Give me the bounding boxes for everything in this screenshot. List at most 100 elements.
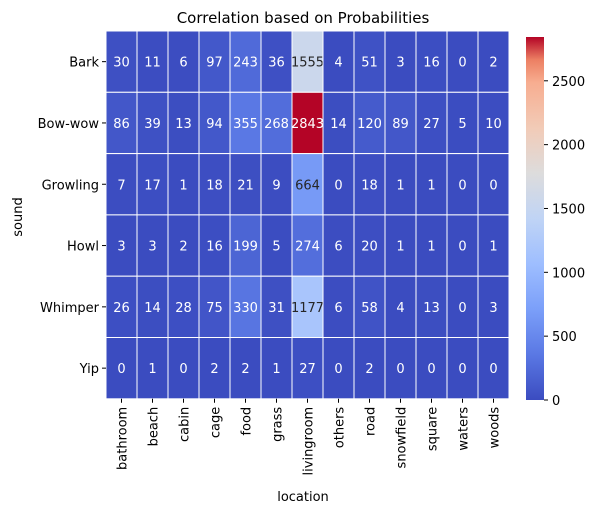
heatmap-cell: [229, 153, 262, 216]
cell-value-label: 4: [334, 56, 342, 71]
cell-value-label: 274: [295, 240, 320, 255]
heatmap-cell: [384, 337, 417, 400]
colorbar-tick-label: 1500: [552, 202, 585, 217]
cell-value-label: 1: [427, 240, 435, 255]
y-tick-label: Bow-wow: [38, 117, 100, 132]
cell-value-label: 7: [117, 178, 125, 193]
cell-value-label: 28: [175, 301, 192, 316]
x-tick-label: cabin: [178, 407, 193, 442]
heatmap-cell: [229, 337, 262, 400]
cell-value-label: 18: [361, 178, 378, 193]
cell-value-label: 97: [206, 56, 223, 71]
cell-value-label: 0: [458, 240, 466, 255]
heatmap-cell: [322, 30, 355, 93]
heatmap-cell: [198, 275, 231, 339]
heatmap-cell: [322, 214, 355, 277]
heatmap-cell: [353, 337, 386, 400]
heatmap-cell: [291, 337, 324, 400]
cell-value-label: 330: [233, 301, 258, 316]
cell-value-label: 0: [334, 178, 342, 193]
cell-value-label: 18: [206, 178, 223, 193]
heatmap-cell: [477, 214, 510, 277]
heatmap-cell: [229, 91, 262, 155]
cell-value-label: 11: [144, 56, 161, 71]
heatmap-cell: [415, 153, 448, 216]
colorbar-tick-label: 2000: [552, 139, 585, 154]
heatmap-cell: [136, 275, 169, 339]
heatmap-cell: [105, 337, 138, 400]
heatmap-cell: [291, 91, 324, 155]
cell-value-label: 30: [113, 56, 130, 71]
cell-value-label: 2: [179, 240, 187, 255]
y-tick-label: Bark: [69, 56, 99, 71]
x-tick-label: snowfield: [395, 407, 410, 469]
cell-value-label: 2: [210, 362, 218, 377]
cell-value-label: 51: [361, 56, 378, 71]
y-tick-label: Growling: [42, 178, 99, 193]
cell-value-label: 27: [423, 117, 440, 132]
heatmap-cell: [353, 91, 386, 155]
heatmap-cell: [353, 275, 386, 339]
cell-value-label: 6: [334, 240, 342, 255]
cell-value-label: 2: [365, 362, 373, 377]
cell-value-label: 14: [144, 301, 161, 316]
y-tick-labels: Bark Bow-wow Growling Howl Whimper Yip: [38, 56, 106, 377]
heatmap-cell: [198, 91, 231, 155]
heatmap-cell: [384, 214, 417, 277]
cell-value-label: 3: [489, 301, 497, 316]
cell-value-label: 0: [427, 362, 435, 377]
cell-value-label: 0: [458, 178, 466, 193]
cell-value-label: 1: [179, 178, 187, 193]
heatmap-cell: [446, 30, 479, 93]
cell-value-label: 10: [485, 117, 502, 132]
x-tick-label: beach: [147, 407, 162, 447]
colorbar-tick-label: 500: [552, 330, 577, 345]
x-tick-label: waters: [457, 407, 472, 451]
cell-value-label: 0: [179, 362, 187, 377]
cell-value-label: 86: [113, 117, 130, 132]
cell-value-label: 3: [396, 56, 404, 71]
heatmap-cell: [384, 30, 417, 93]
heatmap-cell: [136, 337, 169, 400]
colorbar-tick-label: 1000: [552, 266, 585, 281]
cell-value-label: 94: [206, 117, 223, 132]
cell-value-label: 3: [148, 240, 156, 255]
cell-value-label: 17: [144, 178, 161, 193]
cell-value-label: 20: [361, 240, 378, 255]
heatmap-cell: [415, 214, 448, 277]
x-tick-label: grass: [271, 407, 286, 442]
heatmap-cell: [260, 30, 293, 93]
cell-value-label: 0: [489, 362, 497, 377]
x-tick-label: road: [364, 407, 379, 436]
cell-value-label: 58: [361, 301, 378, 316]
heatmap-cell: [477, 275, 510, 339]
x-tick-label: woods: [488, 407, 503, 449]
cell-value-label: 2843: [291, 117, 324, 132]
x-tick-label: livingroom: [302, 407, 317, 476]
heatmap-cell: [415, 337, 448, 400]
cell-value-label: 2: [489, 56, 497, 71]
cell-value-label: 89: [392, 117, 409, 132]
x-axis-label: location: [277, 490, 329, 505]
heatmap-cell: [322, 91, 355, 155]
cell-value-label: 16: [423, 56, 440, 71]
cell-value-label: 13: [423, 301, 440, 316]
cell-value-label: 268: [264, 117, 289, 132]
heatmap-cell: [198, 337, 231, 400]
colorbar-ticks: 0 500 1000 1500 2000 2500: [544, 75, 585, 409]
heatmap-cell: [477, 91, 510, 155]
heatmap-cell: [105, 214, 138, 277]
y-tick-label: Yip: [79, 362, 99, 377]
heatmap-cell: [167, 153, 200, 216]
cell-value-label: 0: [489, 178, 497, 193]
cell-value-label: 27: [299, 362, 316, 377]
cell-value-label: 1555: [291, 56, 324, 71]
cell-value-label: 2: [241, 362, 249, 377]
cell-value-label: 16: [206, 240, 223, 255]
x-tick-label: square: [426, 407, 441, 451]
cell-value-label: 1177: [291, 301, 324, 316]
cell-value-label: 0: [396, 362, 404, 377]
y-axis-label: sound: [11, 197, 26, 236]
x-tick-label: food: [240, 407, 255, 436]
